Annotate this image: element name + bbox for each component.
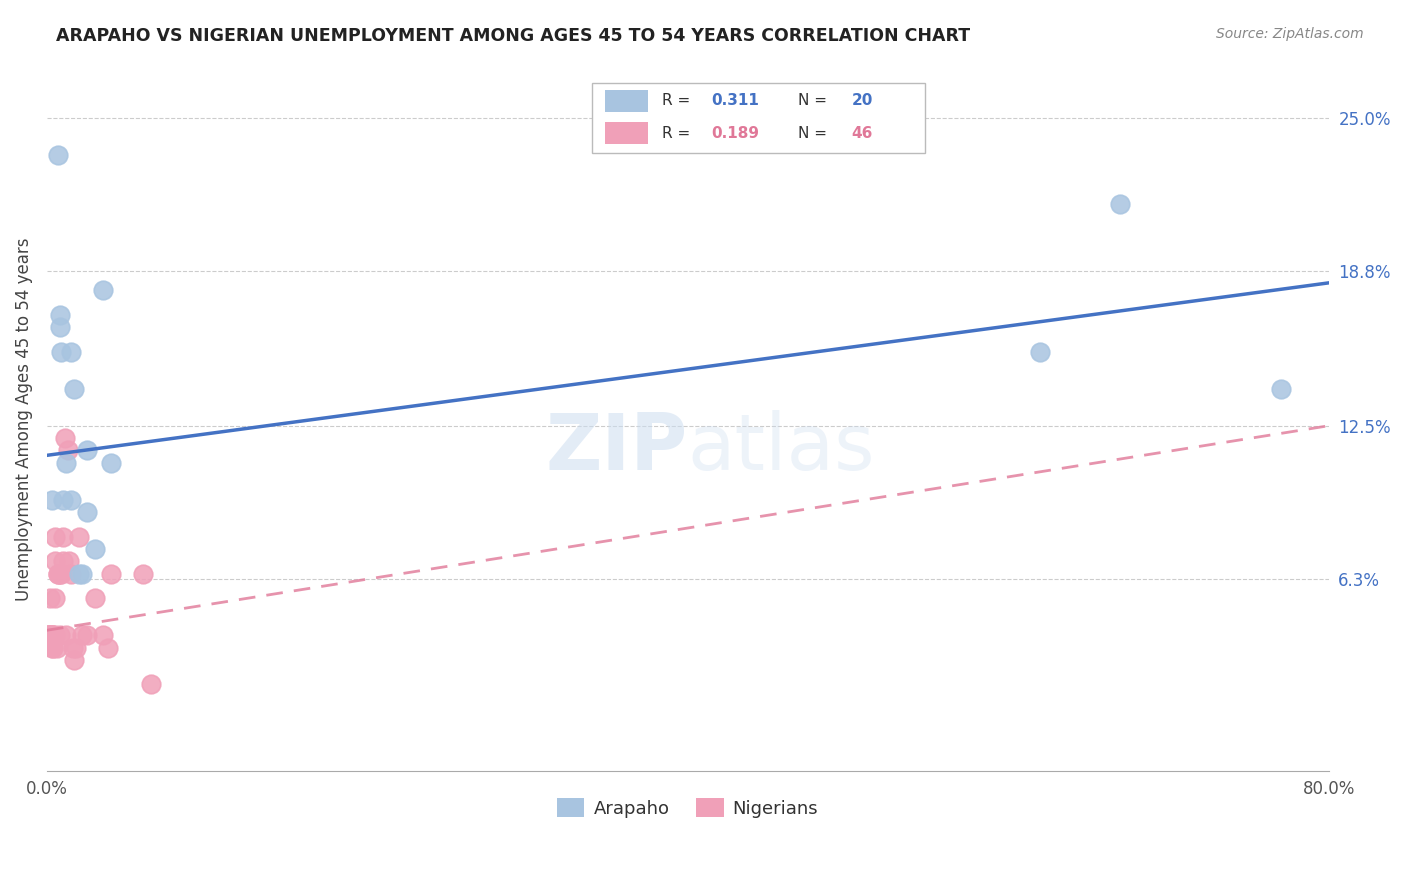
- Point: [37, 633, 59, 648]
- Point: [44, 591, 66, 606]
- Point: [41, 628, 63, 642]
- Point: [37, 628, 59, 642]
- Point: [70, 566, 93, 581]
- Text: atlas: atlas: [688, 409, 876, 485]
- Point: [41, 492, 63, 507]
- Point: [76, 505, 98, 519]
- Point: [37, 633, 59, 648]
- Point: [53, 431, 76, 445]
- Point: [39, 591, 62, 606]
- Point: [55, 456, 77, 470]
- Point: [41, 633, 63, 648]
- Point: [76, 628, 98, 642]
- Point: [51, 566, 73, 581]
- Point: [46, 566, 69, 581]
- Point: [67, 566, 90, 581]
- Point: [48, 566, 70, 581]
- Point: [48, 628, 70, 642]
- Point: [39, 628, 62, 642]
- Point: [44, 554, 66, 568]
- Point: [59, 344, 82, 359]
- Point: [65, 640, 87, 655]
- Point: [48, 308, 70, 322]
- Point: [46, 566, 69, 581]
- Point: [56, 443, 79, 458]
- Point: [39, 633, 62, 648]
- Point: [45, 640, 67, 655]
- Point: [42, 633, 65, 648]
- Point: [52, 554, 75, 568]
- Point: [62, 640, 84, 655]
- Point: [91, 283, 114, 297]
- Point: [139, 677, 162, 691]
- Point: [41, 628, 63, 642]
- Point: [52, 530, 75, 544]
- Point: [67, 530, 90, 544]
- Point: [70, 628, 93, 642]
- Point: [1270, 382, 1292, 396]
- Text: ARAPAHO VS NIGERIAN UNEMPLOYMENT AMONG AGES 45 TO 54 YEARS CORRELATION CHART: ARAPAHO VS NIGERIAN UNEMPLOYMENT AMONG A…: [56, 27, 970, 45]
- Point: [42, 628, 65, 642]
- Legend: Arapaho, Nigerians: Arapaho, Nigerians: [550, 791, 825, 825]
- Point: [37, 628, 59, 642]
- Point: [63, 653, 86, 667]
- Point: [51, 344, 73, 359]
- Point: [59, 566, 82, 581]
- Point: [100, 456, 122, 470]
- Point: [63, 382, 86, 396]
- Point: [37, 628, 59, 642]
- Point: [39, 628, 62, 642]
- Point: [37, 638, 59, 652]
- Point: [1109, 197, 1132, 211]
- Point: [59, 492, 82, 507]
- Point: [84, 591, 107, 606]
- Point: [44, 628, 66, 642]
- Point: [1029, 344, 1052, 359]
- Text: Source: ZipAtlas.com: Source: ZipAtlas.com: [1216, 27, 1364, 41]
- Point: [84, 541, 107, 556]
- Point: [91, 628, 114, 642]
- Y-axis label: Unemployment Among Ages 45 to 54 years: Unemployment Among Ages 45 to 54 years: [15, 238, 32, 601]
- Point: [132, 566, 155, 581]
- Point: [52, 492, 75, 507]
- Point: [97, 640, 120, 655]
- Point: [76, 443, 98, 458]
- Point: [48, 320, 70, 334]
- Point: [42, 640, 65, 655]
- Point: [100, 566, 122, 581]
- Point: [55, 628, 77, 642]
- Point: [44, 530, 66, 544]
- Point: [41, 640, 63, 655]
- Point: [46, 147, 69, 161]
- Text: ZIP: ZIP: [546, 409, 688, 485]
- Point: [58, 554, 80, 568]
